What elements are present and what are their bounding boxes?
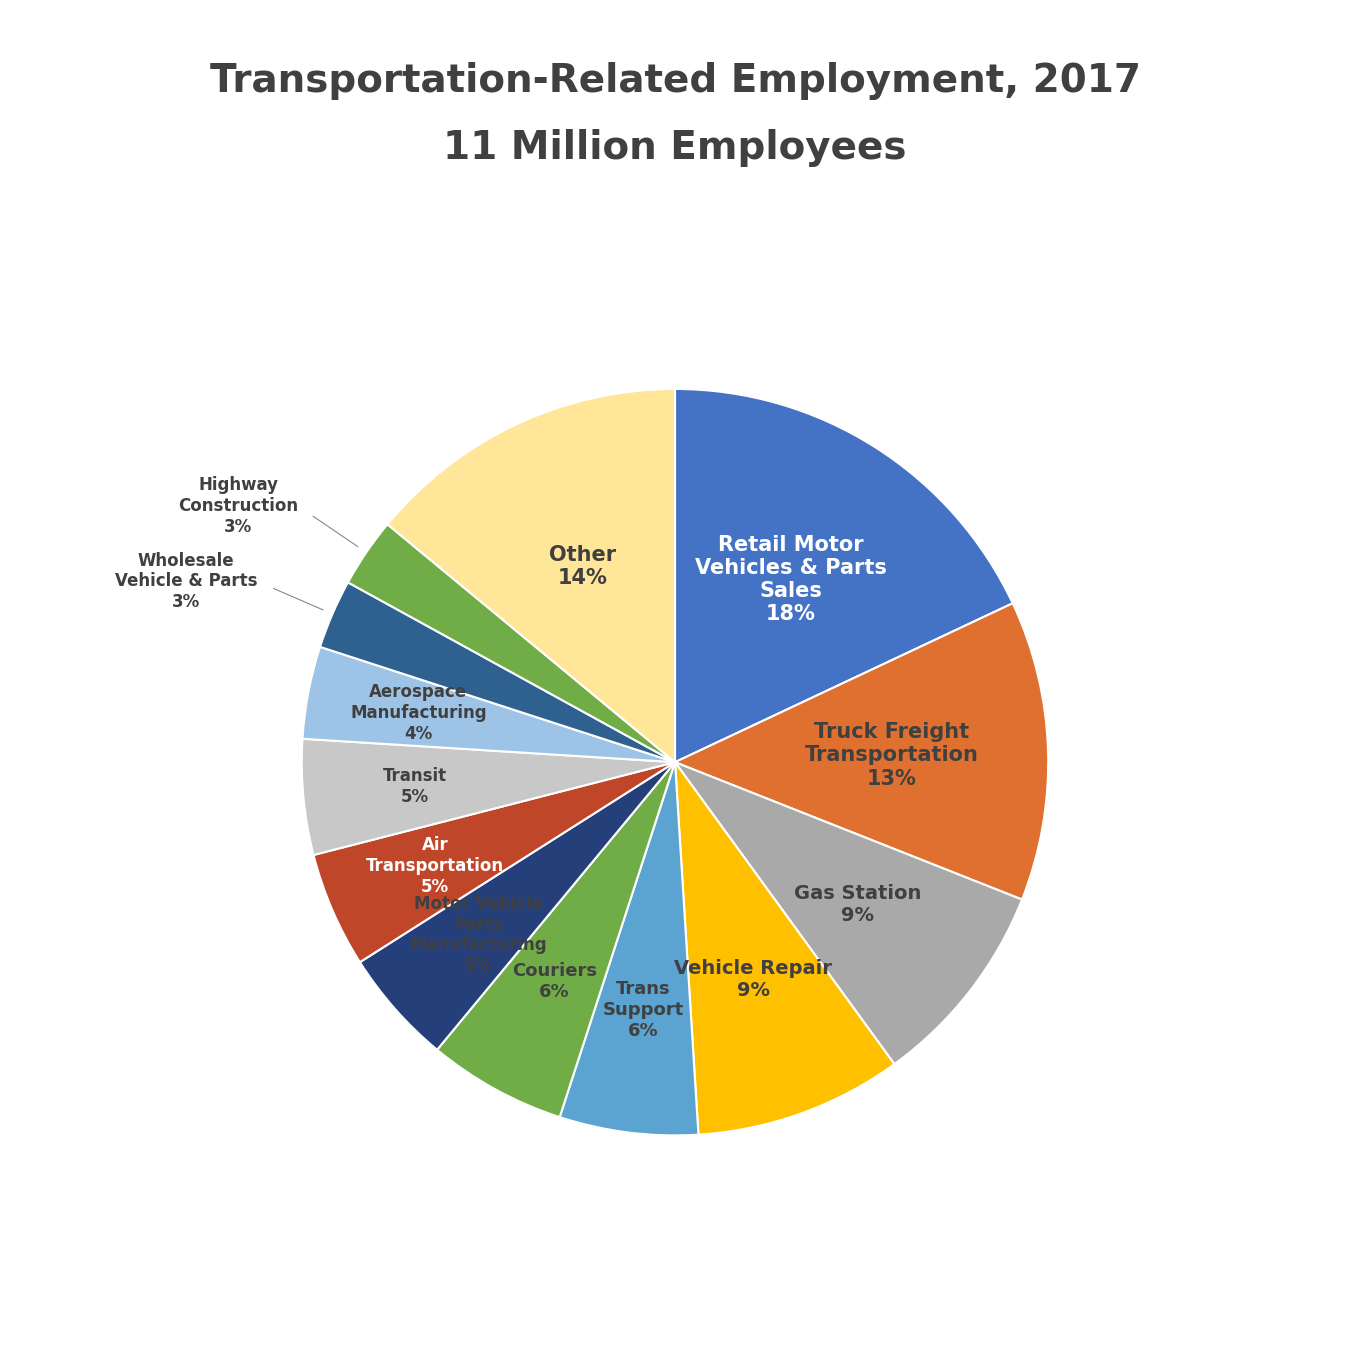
- Text: Wholesale
Vehicle & Parts
3%: Wholesale Vehicle & Parts 3%: [115, 552, 256, 611]
- Wedge shape: [348, 525, 675, 762]
- Wedge shape: [320, 583, 675, 762]
- Wedge shape: [675, 603, 1048, 900]
- Text: Other
14%: Other 14%: [549, 545, 617, 588]
- Text: Transportation-Related Employment, 2017: Transportation-Related Employment, 2017: [209, 62, 1141, 100]
- Wedge shape: [313, 762, 675, 962]
- Wedge shape: [675, 389, 1012, 762]
- Wedge shape: [675, 762, 895, 1135]
- Wedge shape: [360, 762, 675, 1050]
- Wedge shape: [437, 762, 675, 1117]
- Wedge shape: [302, 739, 675, 855]
- Text: Trans
Support
6%: Trans Support 6%: [603, 981, 684, 1040]
- Text: Truck Freight
Transportation
13%: Truck Freight Transportation 13%: [805, 722, 979, 789]
- Wedge shape: [387, 389, 675, 762]
- Text: Transit
5%: Transit 5%: [383, 768, 447, 807]
- Text: Gas Station
9%: Gas Station 9%: [794, 884, 922, 924]
- Wedge shape: [675, 762, 1022, 1064]
- Wedge shape: [560, 762, 698, 1136]
- Text: Couriers
6%: Couriers 6%: [512, 962, 597, 1001]
- Text: Highway
Construction
3%: Highway Construction 3%: [178, 476, 298, 536]
- Text: Air
Transportation
5%: Air Transportation 5%: [366, 836, 505, 896]
- Text: Retail Motor
Vehicles & Parts
Sales
18%: Retail Motor Vehicles & Parts Sales 18%: [695, 534, 887, 625]
- Text: Vehicle Repair
9%: Vehicle Repair 9%: [675, 959, 833, 1001]
- Text: 11 Million Employees: 11 Million Employees: [443, 130, 907, 167]
- Text: Motor Vehicle
Parts
Manufacturing
5%: Motor Vehicle Parts Manufacturing 5%: [410, 894, 547, 975]
- Wedge shape: [302, 648, 675, 762]
- Text: Aerospace
Manufacturing
4%: Aerospace Manufacturing 4%: [350, 684, 487, 743]
